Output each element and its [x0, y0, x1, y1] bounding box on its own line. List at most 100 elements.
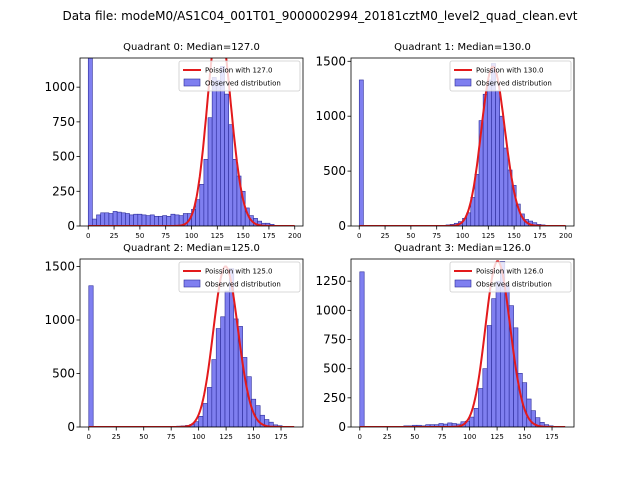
y-tick-label: 1000 — [315, 109, 346, 123]
legend-bar-swatch — [183, 78, 201, 87]
histogram-bar — [358, 79, 364, 226]
histogram-bar — [359, 271, 365, 427]
histogram-bar — [158, 215, 163, 226]
histogram-bar — [478, 388, 484, 427]
x-tick-label: 125 — [490, 433, 503, 441]
x-tick-label: 75 — [167, 433, 176, 441]
histogram-bar — [112, 211, 118, 226]
x-tick-label: 75 — [438, 433, 447, 441]
x-tick-label: 100 — [463, 433, 476, 441]
histogram-bar — [141, 214, 147, 226]
y-tick-label: 500 — [323, 362, 346, 376]
histogram-bar — [198, 415, 204, 427]
y-tick-label: 500 — [52, 366, 75, 380]
histogram-bar — [228, 124, 234, 226]
y-tick-label: 0 — [338, 420, 346, 434]
x-tick-label: 25 — [110, 232, 119, 240]
histogram-bar — [526, 398, 532, 427]
histogram-bar — [166, 215, 172, 226]
histogram-bar — [133, 213, 139, 226]
x-tick-label: 150 — [507, 232, 520, 240]
histogram-bar — [495, 280, 501, 427]
histogram-bar — [232, 159, 238, 226]
x-tick-label: 150 — [236, 232, 249, 240]
histogram-bar — [495, 90, 500, 226]
x-tick-label: 175 — [533, 232, 546, 240]
x-tick-label: 0 — [358, 433, 362, 441]
legend-box — [178, 261, 301, 293]
legend-box — [178, 60, 301, 92]
legend-label-fit: Poission with 126.0 — [476, 268, 544, 276]
y-tick-label: 750 — [52, 115, 75, 129]
legend-label-observed: Observed distribution — [476, 80, 552, 88]
histogram-bar — [195, 199, 201, 226]
legend-label-fit: Poission with 130.0 — [476, 67, 544, 75]
legend-box — [449, 261, 572, 293]
histogram-bar — [215, 328, 221, 427]
plot-frame — [350, 258, 575, 428]
histogram-bar — [120, 212, 126, 226]
histogram-bar — [207, 387, 213, 427]
poisson-fit-line — [359, 260, 566, 427]
quadrant-0-title: Quadrant 0: Median=127.0 — [123, 42, 260, 53]
x-tick-label: 50 — [410, 433, 419, 441]
x-tick-label: 0 — [86, 232, 90, 240]
histogram-bar — [162, 215, 168, 226]
histogram-bar — [87, 58, 93, 226]
histogram-bar — [149, 214, 155, 226]
poisson-fit-line — [88, 265, 295, 427]
x-tick-label: 125 — [482, 232, 495, 240]
histogram-bar — [92, 218, 97, 226]
histogram-bar — [482, 368, 488, 427]
x-tick-label: 25 — [383, 433, 392, 441]
histogram-bar — [499, 115, 505, 226]
x-tick-label: 125 — [211, 232, 224, 240]
y-tick-label: 1000 — [44, 313, 75, 327]
histogram-bar — [199, 184, 205, 226]
y-tick-label: 0 — [67, 420, 75, 434]
histogram-bar — [224, 93, 229, 226]
histogram-bar — [486, 79, 492, 226]
histogram-bar — [203, 159, 209, 226]
histogram-bar — [503, 147, 509, 226]
legend: Poission with 126.0 Observed distribution — [449, 261, 572, 293]
x-tick-label: 100 — [192, 433, 205, 441]
histogram-bar — [100, 212, 106, 226]
histogram-bar — [125, 213, 130, 226]
legend-bar-swatch — [183, 279, 201, 288]
x-tick-label: 200 — [288, 232, 301, 240]
x-tick-label: 0 — [357, 232, 361, 240]
legend: Poission with 130.0 Observed distribution — [449, 60, 572, 92]
poisson-fit-line — [359, 65, 566, 226]
figure-title: Data file: modeM0/AS1C04_001T01_90000029… — [62, 9, 577, 23]
legend-label-fit: Poission with 125.0 — [205, 268, 273, 276]
histogram-bar — [224, 290, 230, 427]
x-tick-label: 150 — [247, 433, 260, 441]
histogram-bar — [233, 318, 239, 427]
quadrant-2-chart: Quadrant 2: Median=125.0 0 500 1000 1500 0 25 5… — [44, 243, 304, 441]
histogram-bar — [202, 403, 208, 427]
y-tick-label: 1500 — [315, 54, 346, 68]
x-tick-label: 50 — [139, 433, 148, 441]
y-tick-label: 1500 — [44, 259, 75, 273]
x-tick-label: 50 — [406, 232, 415, 240]
x-tick-label: 25 — [381, 232, 390, 240]
x-tick-label: 150 — [518, 433, 531, 441]
histogram-bar — [473, 408, 479, 427]
quadrant-3-chart: Quadrant 3: Median=126.00250500750100012… — [315, 243, 575, 441]
legend-bar-swatch — [454, 78, 472, 87]
histogram-bar — [211, 77, 217, 226]
x-tick-label: 175 — [274, 433, 287, 441]
y-tick-label: 250 — [52, 184, 75, 198]
x-tick-label: 0 — [87, 433, 91, 441]
histogram-bar — [215, 79, 221, 226]
legend: Poission with 125.0 Observed distribution — [178, 261, 301, 293]
x-tick-label: 100 — [185, 232, 198, 240]
x-tick-label: 175 — [545, 433, 558, 441]
x-tick-label: 175 — [262, 232, 275, 240]
histogram-bar — [104, 212, 110, 226]
x-tick-label: 100 — [456, 232, 469, 240]
x-tick-label: 75 — [432, 232, 441, 240]
quadrant-1-title: Quadrant 1: Median=130.0 — [394, 42, 531, 53]
histogram-bar — [220, 316, 226, 427]
